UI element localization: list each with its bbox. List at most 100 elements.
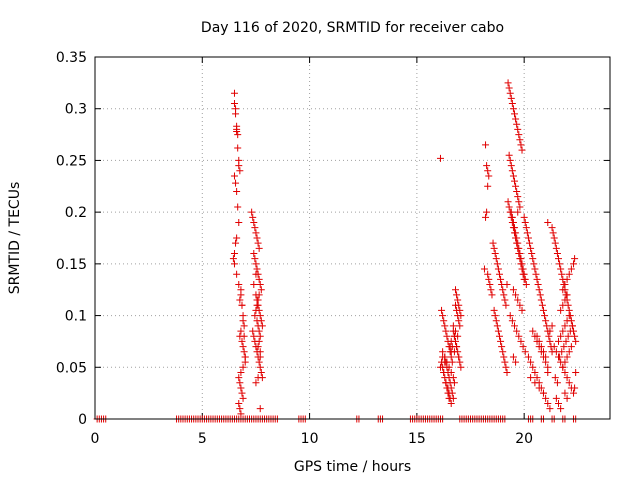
grid — [95, 57, 610, 419]
data-point — [528, 250, 536, 258]
data-point — [502, 301, 510, 309]
data-point — [515, 332, 523, 340]
data-point — [550, 234, 558, 242]
data-point — [521, 218, 529, 226]
data-point — [500, 291, 508, 299]
data-point — [457, 312, 465, 320]
chart-title: Day 116 of 2020, SRMTID for receiver cab… — [201, 20, 504, 36]
data-point — [441, 322, 449, 330]
data-point — [511, 110, 519, 118]
data-point — [480, 265, 488, 273]
data-point — [485, 172, 493, 180]
data-point — [571, 255, 579, 263]
data-point — [550, 343, 558, 351]
data-point — [257, 286, 265, 294]
data-point — [512, 358, 520, 366]
data-point — [533, 275, 541, 283]
data-point — [516, 203, 524, 211]
data-point — [235, 374, 243, 382]
data-point — [531, 379, 539, 387]
data-point — [561, 322, 569, 330]
data-point — [446, 394, 454, 402]
data-point — [504, 198, 512, 206]
data-point — [235, 399, 243, 407]
data-point — [255, 244, 263, 252]
data-point — [551, 239, 559, 247]
data-point — [457, 363, 465, 371]
data-point — [519, 343, 527, 351]
data-point — [533, 332, 541, 340]
data-point — [561, 389, 569, 397]
x-tick-label: 20 — [515, 431, 533, 447]
data-point — [508, 213, 516, 221]
data-point — [239, 394, 247, 402]
data-point — [236, 405, 244, 413]
data-point — [542, 353, 550, 361]
data-point — [561, 281, 569, 289]
y-tick-label: 0 — [78, 412, 87, 428]
data-point — [454, 296, 462, 304]
data-point — [563, 374, 571, 382]
data-point — [438, 306, 446, 314]
data-point — [534, 281, 542, 289]
data-point — [546, 405, 554, 413]
data-point — [514, 125, 522, 133]
data-point — [519, 265, 527, 273]
data-point — [445, 363, 453, 371]
data-point — [253, 265, 261, 273]
data-point — [571, 384, 579, 392]
data-point — [514, 296, 522, 304]
data-point — [535, 286, 543, 294]
data-point — [442, 327, 450, 335]
data-point — [250, 281, 258, 289]
data-point — [503, 368, 511, 376]
data-point — [448, 343, 456, 351]
data-point — [513, 187, 521, 195]
data-point — [505, 203, 513, 211]
data-point — [444, 384, 452, 392]
data-point — [524, 353, 532, 361]
data-point — [498, 343, 506, 351]
data-point — [538, 301, 546, 309]
data-point — [558, 348, 566, 356]
data-point — [450, 348, 458, 356]
data-point — [555, 255, 562, 263]
data-point — [486, 281, 494, 289]
data-point — [512, 229, 520, 237]
data-point — [229, 255, 237, 263]
data-point — [509, 353, 517, 361]
data-point — [509, 218, 517, 226]
data-point — [564, 332, 572, 340]
data-point — [563, 353, 571, 361]
data-point — [518, 260, 526, 268]
data-point — [506, 312, 514, 320]
data-point — [559, 286, 567, 294]
data-point — [250, 250, 258, 258]
data-point — [493, 260, 501, 268]
data-point — [251, 255, 259, 263]
data-point — [535, 337, 543, 345]
data-point — [509, 105, 517, 113]
data-point — [561, 358, 569, 366]
data-point — [563, 394, 571, 402]
data-point — [544, 368, 552, 376]
data-point — [237, 286, 245, 294]
data-point — [537, 296, 545, 304]
data-point — [235, 218, 243, 226]
data-point — [239, 317, 247, 325]
data-point — [539, 306, 547, 314]
data-point — [237, 384, 245, 392]
data-point — [483, 208, 491, 216]
data-point — [548, 322, 556, 330]
data-point — [515, 198, 523, 206]
data-point — [532, 270, 540, 278]
data-point — [513, 234, 521, 242]
data-point — [236, 167, 244, 175]
data-point — [233, 187, 241, 195]
x-tick-label: 5 — [198, 431, 207, 447]
data-point — [499, 348, 507, 356]
data-point — [251, 224, 259, 232]
data-point — [257, 368, 265, 376]
data-point — [255, 337, 263, 345]
data-point — [527, 374, 535, 382]
